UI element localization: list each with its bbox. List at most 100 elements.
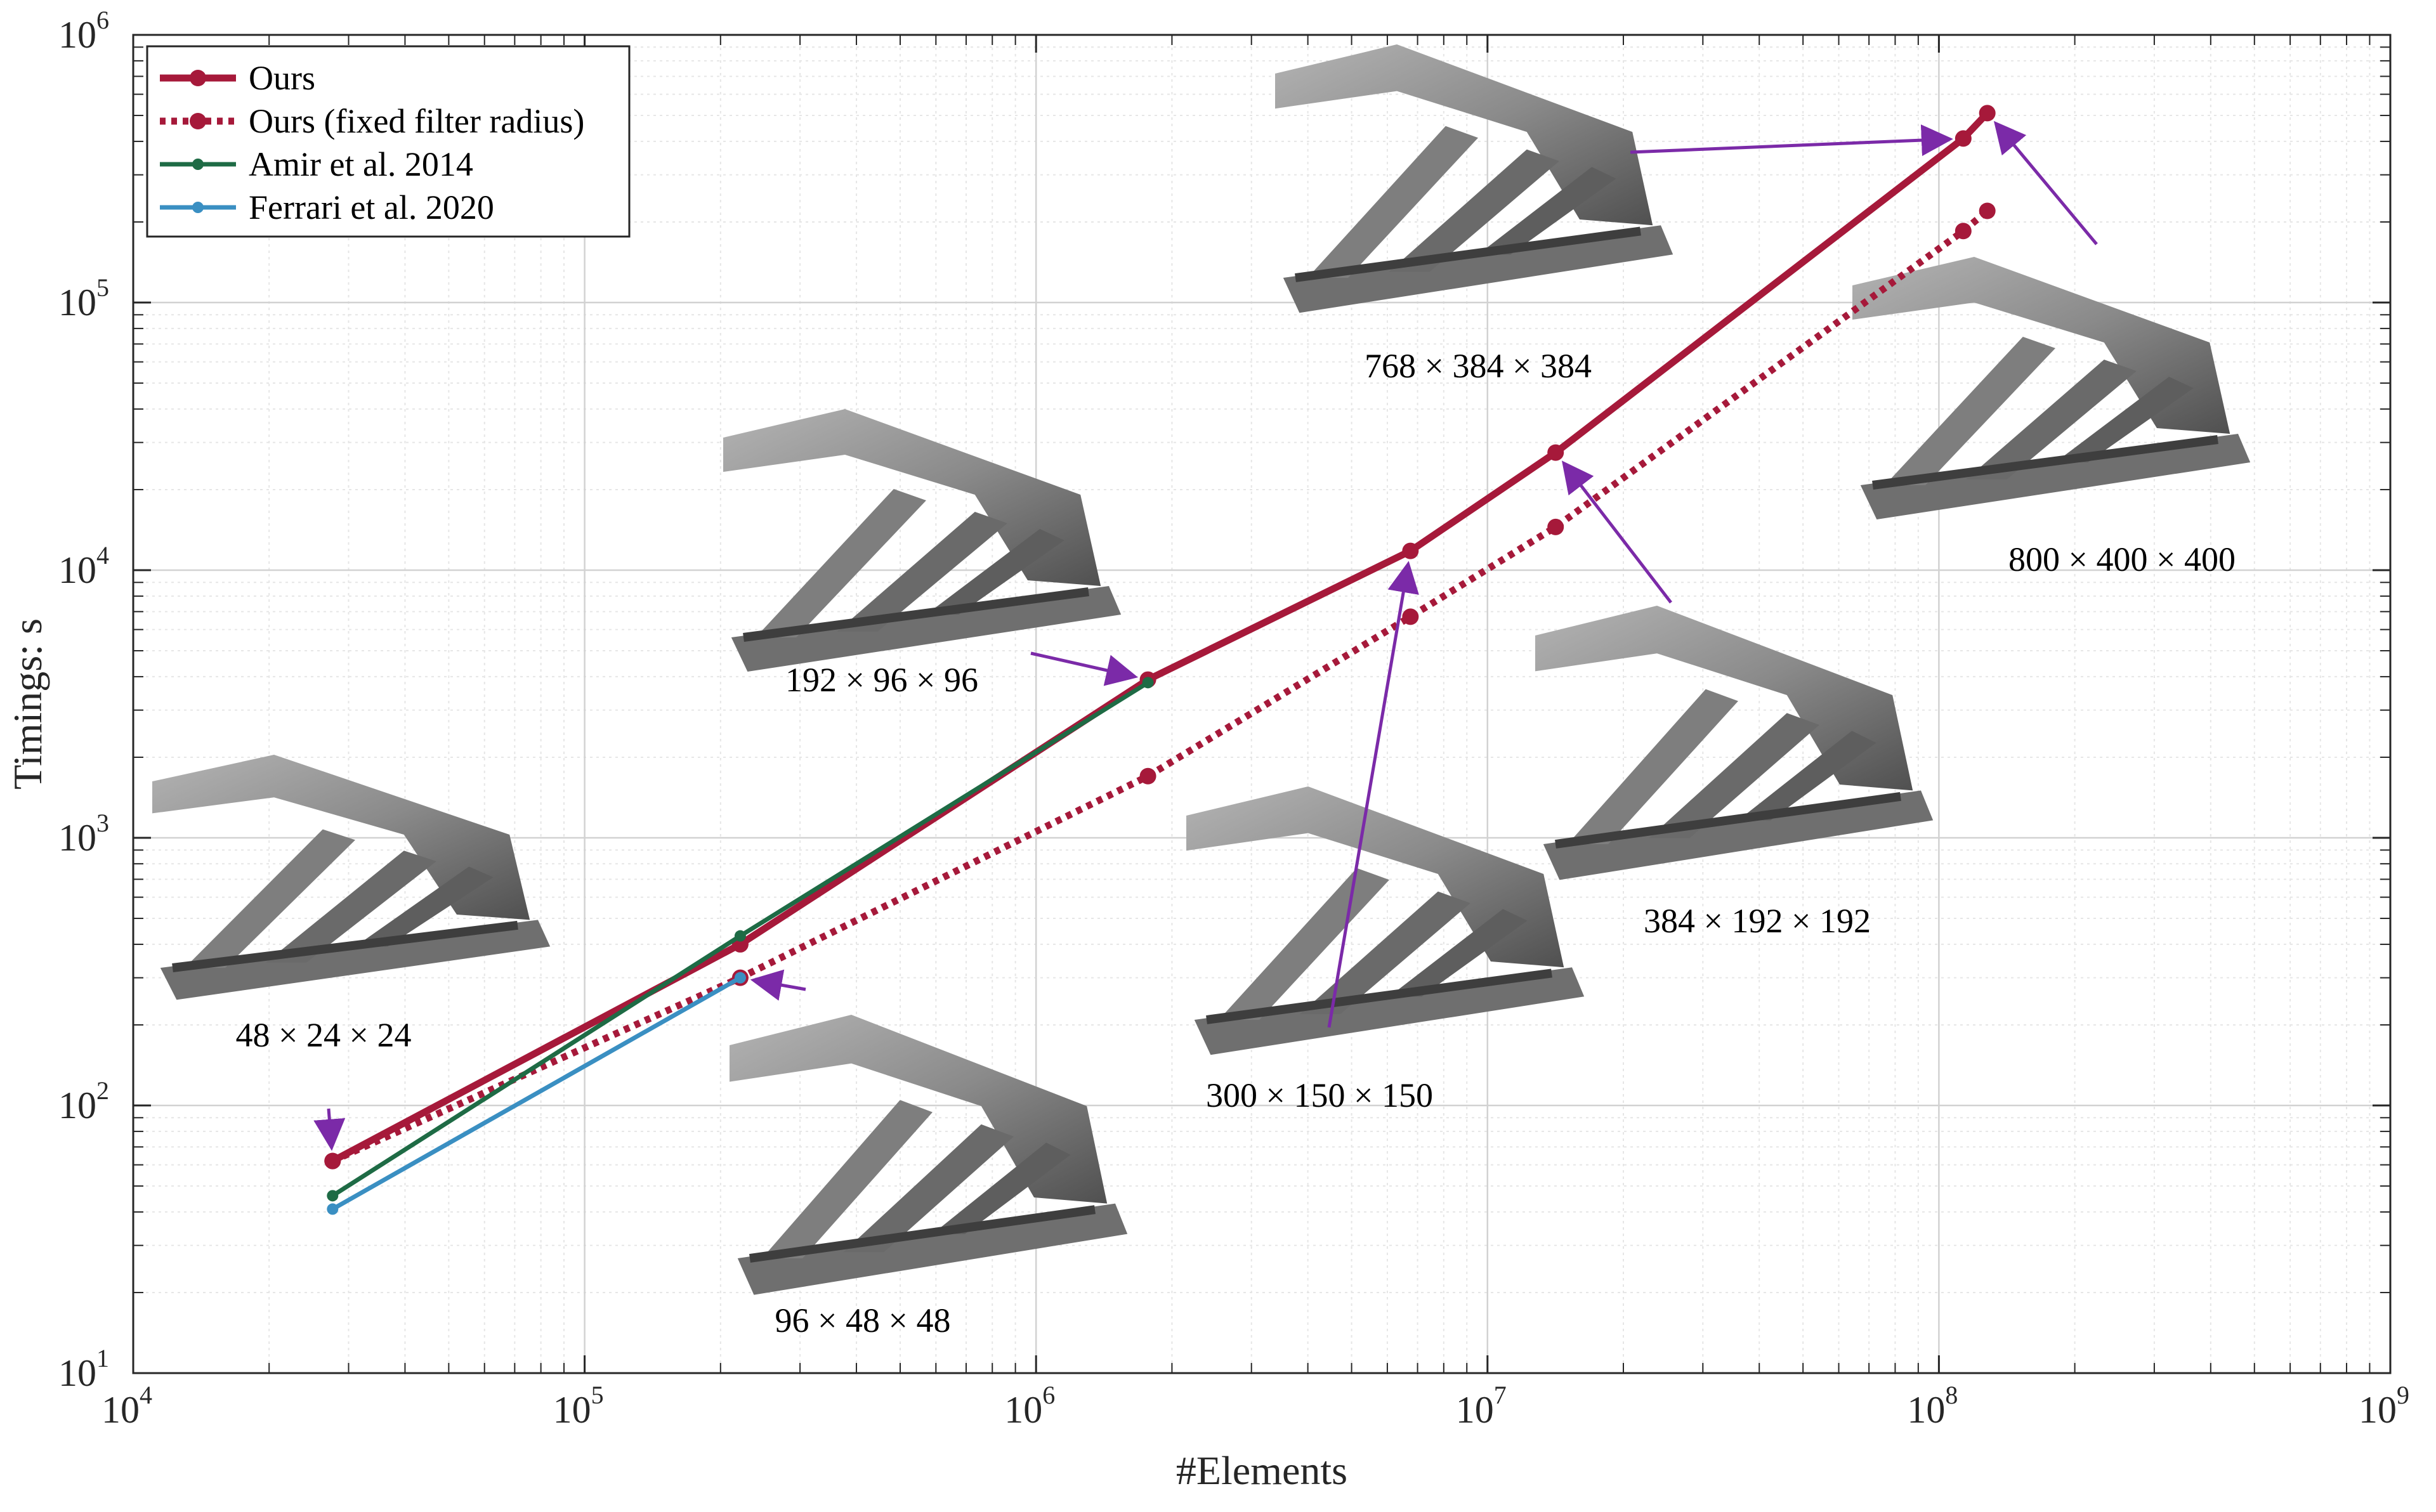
structure-strut	[1307, 126, 1478, 278]
series-layer	[324, 105, 1996, 1215]
structure-base	[1543, 790, 1934, 880]
structure-render	[1275, 44, 1673, 313]
structure-top	[1535, 606, 1913, 791]
structure-strut	[1389, 149, 1559, 272]
structure-strut	[933, 1142, 1071, 1234]
y-tick-label: 105	[58, 273, 109, 323]
annotation-arrow	[750, 969, 806, 1001]
resolution-labels: 48 × 24 × 24 96 × 48 × 48 192 × 96 × 96 300…	[236, 347, 2236, 1339]
x-tick-label: 107	[1456, 1381, 1507, 1431]
series-point	[1955, 130, 1972, 147]
structure-strut	[1966, 360, 2137, 479]
structure-bottom-chord	[1206, 968, 1552, 1024]
tick-labels: 104 105 106 107 108 109 101 102 103 104 105 106	[58, 6, 2409, 1431]
legend-marker	[192, 159, 204, 170]
annotation-arrow	[1993, 121, 2098, 245]
structure-render	[723, 409, 1122, 672]
x-tick-label: 108	[1907, 1381, 1958, 1431]
legend-label: Ours	[249, 59, 315, 97]
legend-marker	[190, 70, 206, 86]
structure-strut	[843, 1124, 1014, 1253]
series-point	[327, 1203, 339, 1215]
structure-bottom-chord	[1295, 226, 1641, 282]
resolution-label: 48 × 24 × 24	[236, 1016, 412, 1054]
x-tick-label: 104	[102, 1381, 152, 1431]
structure-strut	[185, 829, 355, 968]
structure-renders	[152, 44, 2251, 1295]
x-tick-label: 105	[553, 1381, 604, 1431]
y-tick-label: 103	[58, 809, 109, 859]
structure-strut	[1738, 731, 1876, 821]
legend-label: Ours (fixed filter radius)	[249, 102, 584, 140]
annotation-arrow	[1630, 124, 1953, 157]
structure-bottom-chord	[1872, 435, 2218, 490]
structure-top	[1186, 786, 1564, 968]
structure-render	[1186, 786, 1585, 1055]
annotation-arrow	[1561, 460, 1672, 604]
structure-render	[1852, 257, 2251, 519]
structure-render	[152, 755, 551, 1000]
structure-strut	[1389, 909, 1528, 997]
structure-bottom-chord	[172, 920, 518, 972]
series-point	[1547, 518, 1564, 535]
series-point	[1979, 202, 1996, 219]
y-tick-label: 106	[58, 6, 109, 56]
y-tick-label: 104	[58, 541, 109, 591]
x-axis-title: #Elements	[1176, 1448, 1347, 1493]
structure-top	[730, 1015, 1108, 1204]
structure-base	[1283, 225, 1673, 313]
structure-render	[1535, 606, 1934, 880]
series-point	[734, 930, 746, 942]
structure-base	[1194, 967, 1585, 1055]
structure-strut	[756, 489, 926, 637]
series-point	[1402, 542, 1419, 559]
structure-base	[1860, 434, 2251, 519]
x-tick-label: 106	[1004, 1381, 1055, 1431]
structure-strut	[1568, 689, 1738, 844]
resolution-label: 96 × 48 × 48	[775, 1301, 951, 1339]
structure-strut	[2055, 377, 2194, 462]
resolution-label: 192 × 96 × 96	[785, 661, 978, 699]
series-line	[331, 975, 742, 1211]
series-point	[1402, 608, 1419, 625]
series-point	[1955, 223, 1972, 240]
series-line	[331, 208, 1990, 1164]
y-axis-title: Timings: s	[5, 618, 50, 790]
structure-strut	[762, 1100, 933, 1258]
structure-top	[1852, 257, 2230, 434]
y-tick-label: 102	[58, 1076, 109, 1126]
resolution-label: 768 × 384 × 384	[1365, 347, 1592, 385]
annotation-arrow	[1030, 651, 1138, 686]
structure-top	[152, 755, 530, 920]
series-point	[1139, 767, 1156, 785]
series-point	[327, 1190, 339, 1202]
legend: Ours Ours (fixed filter radius) Amir et al…	[146, 45, 631, 238]
structure-strut	[1649, 713, 1819, 838]
structure-strut	[1885, 337, 2055, 485]
structure-top	[1275, 44, 1653, 226]
structure-strut	[1300, 891, 1470, 1014]
plot-frame	[132, 34, 2392, 1374]
structure-render	[730, 1015, 1128, 1295]
axis-ticks	[132, 34, 2392, 1374]
structure-base	[737, 1203, 1128, 1295]
structure-strut	[1219, 868, 1389, 1020]
legend-marker	[192, 202, 204, 213]
series-point	[1142, 677, 1154, 689]
structure-bottom-chord	[1555, 792, 1901, 849]
structure-bottom-chord	[749, 1205, 1096, 1263]
annotation-arrow	[313, 1108, 346, 1151]
legend-label: Amir et al. 2014	[249, 145, 473, 183]
x-tick-label: 109	[2359, 1381, 2409, 1431]
resolution-label: 300 × 150 × 150	[1206, 1076, 1433, 1114]
structure-top	[723, 409, 1101, 586]
structure-strut	[1478, 167, 1616, 255]
structure-base	[731, 586, 1122, 672]
resolution-label: 800 × 400 × 400	[2008, 540, 2236, 578]
series-point	[1547, 444, 1564, 461]
resolution-label: 384 × 192 × 192	[1644, 902, 1871, 940]
y-tick-label: 101	[58, 1344, 109, 1394]
structure-bottom-chord	[743, 587, 1089, 642]
legend-label: Ferrari et al. 2020	[249, 188, 494, 226]
series-point	[734, 972, 746, 984]
